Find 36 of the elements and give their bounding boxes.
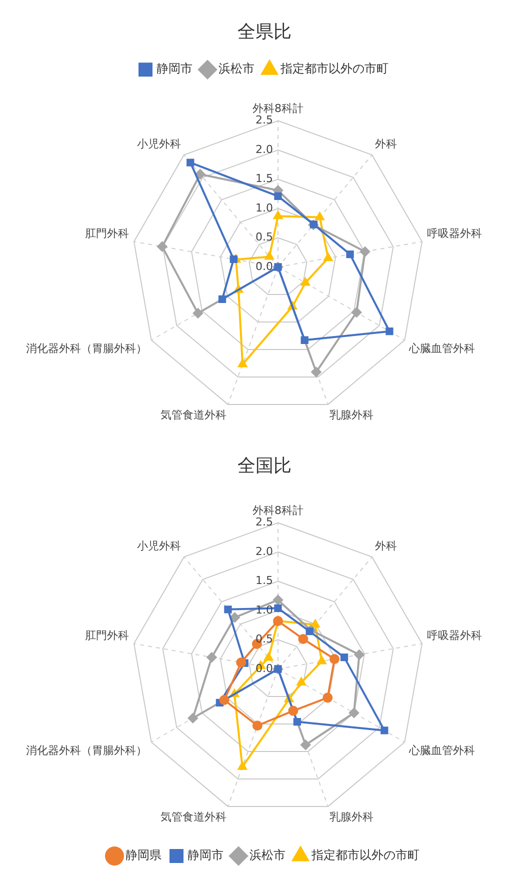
spoke-label: 小児外科	[136, 137, 181, 150]
y-tick-label: 2.5	[256, 516, 273, 529]
y-tick-label: 2.0	[256, 142, 273, 156]
spoke-label: 消化器外科（胃腸外科）	[26, 744, 147, 758]
legend-label: 浜松市	[218, 62, 254, 76]
spoke-label: 外科	[375, 137, 398, 150]
legend-label: 静岡市	[156, 62, 192, 76]
spoke-label: 小児外科	[136, 539, 181, 552]
legend-label: 静岡市	[188, 848, 224, 862]
chart-title: 全県比	[238, 21, 292, 42]
y-tick-label: 1.5	[256, 172, 273, 186]
legend-label: 指定都市以外の市町	[310, 848, 420, 862]
spoke-label: 乳腺外科	[330, 810, 374, 824]
legend-label: 指定都市以外の市町	[280, 62, 388, 76]
spoke-label: 気管食道外科	[160, 408, 226, 422]
y-tick-label: 0.0	[256, 260, 273, 273]
legend-label: 静岡県	[126, 848, 162, 862]
y-tick-label: 2.5	[256, 114, 273, 127]
spoke-label: 呼吸器外科	[426, 628, 482, 642]
spoke-label: 気管食道外科	[160, 810, 226, 824]
spoke-label: 心臓血管外科	[408, 744, 475, 758]
spoke-label: 乳腺外科	[330, 408, 374, 422]
spoke-label: 肛門外科	[85, 226, 130, 240]
spoke-label: 心臓血管外科	[408, 342, 475, 356]
spoke-label: 外科	[375, 539, 398, 552]
y-tick-label: 0.5	[256, 230, 273, 244]
y-tick-label: 1.5	[256, 574, 273, 588]
chart-title: 全国比	[238, 455, 292, 476]
y-tick-label: 1.0	[256, 201, 273, 214]
spoke-label: 外科8科計	[252, 102, 304, 115]
spoke-label: 呼吸器外科	[426, 226, 482, 240]
y-tick-label: 2.0	[256, 544, 273, 558]
spoke-label: 消化器外科（胃腸外科）	[26, 342, 147, 356]
spoke-label: 肛門外科	[85, 628, 130, 642]
spoke-label: 外科8科計	[252, 504, 304, 517]
legend-label: 浜松市	[250, 848, 286, 862]
